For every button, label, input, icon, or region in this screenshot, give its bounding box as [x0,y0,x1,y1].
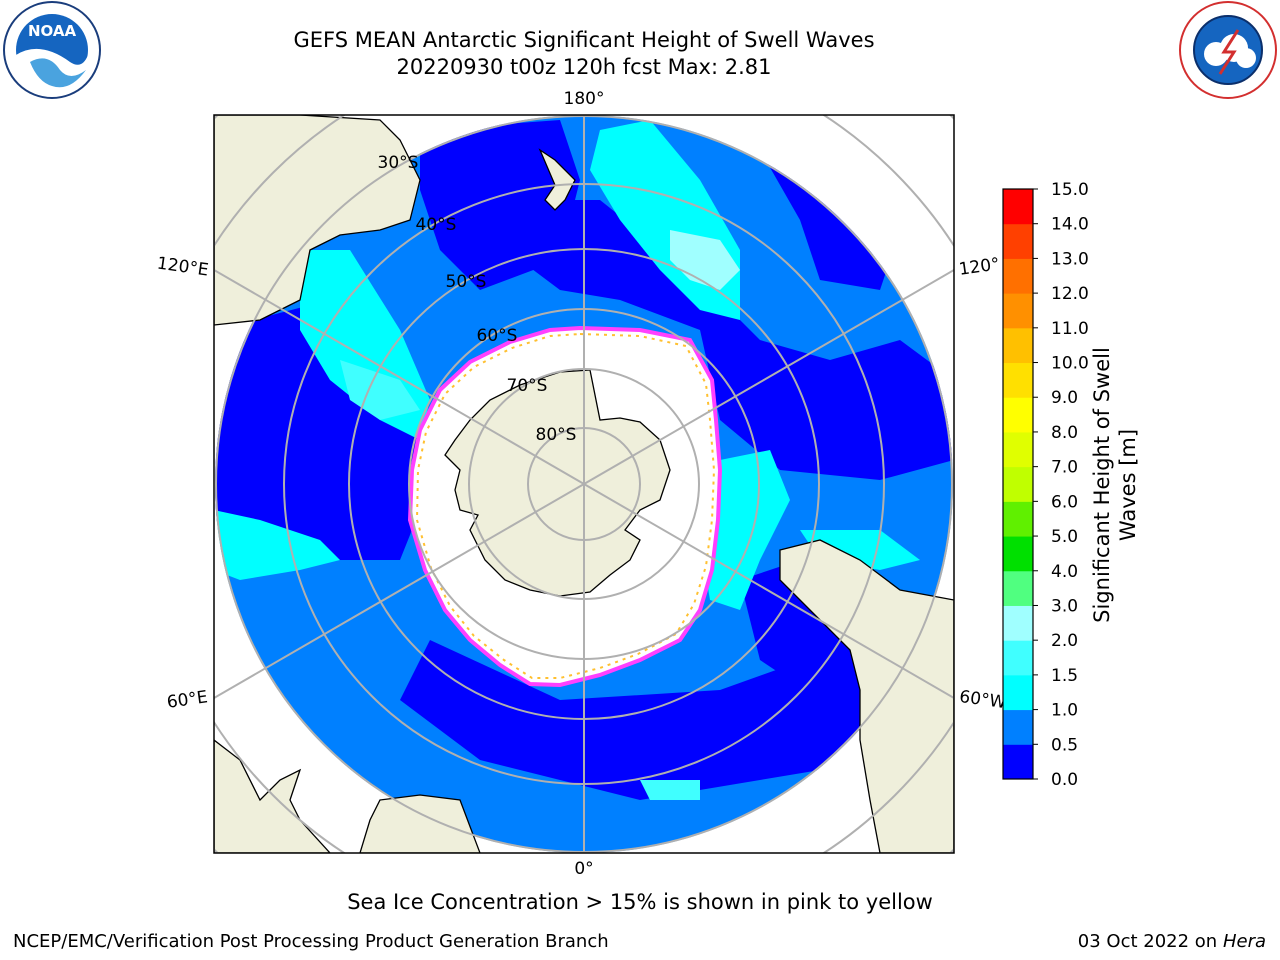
colorbar-tick-label: 1.5 [1051,666,1078,686]
colorbar-tick-label: 2.0 [1051,631,1078,651]
colorbar-tick-label: 13.0 [1051,249,1089,269]
colorbar-tick-label: 15.0 [1051,180,1089,200]
colorbar-tick-label: 6.0 [1051,492,1078,512]
lat-label-60s: 60°S [477,326,518,346]
colorbar-frame [1002,188,1034,780]
lat-label-80s: 80°S [536,425,577,445]
lat-label-30s: 30°S [378,153,419,173]
lon-label-120e: 120°E [156,254,210,281]
colorbar-segment [1003,431,1033,468]
map-subtitle: 20220930 t00z 120h fcst Max: 2.81 [396,55,772,79]
colorbar-segment [1003,570,1033,606]
colorbar-tick-label: 0.0 [1051,770,1078,790]
colorbar-segment [1003,258,1033,294]
colorbar-segment [1003,501,1033,537]
lat-label-70s: 70°S [507,376,548,396]
lat-label-50s: 50°S [446,272,487,292]
lon-label-60w: 60°W [958,687,1007,713]
colorbar-tick-label: 14.0 [1051,215,1089,235]
colorbar-segment [1003,536,1033,572]
noaa-logo-text: NOAA [28,22,77,40]
colorbar-tick-label: 10.0 [1051,354,1089,374]
footer-credit: NCEP/EMC/Verification Post Processing Pr… [13,931,609,952]
colorbar-label: Significant Height of Swell Waves [m] [1090,347,1140,623]
footer-host: Hera [1222,931,1266,952]
colorbar-tick-label: 0.5 [1051,735,1078,755]
map-title: GEFS MEAN Antarctic Significant Height o… [293,28,875,52]
africa-landmass [214,739,331,853]
colorbar-tick-label: 9.0 [1051,388,1078,408]
colorbar-segment [1003,640,1033,676]
new-zealand-landmass [538,148,576,211]
noaa-logo: NOAA [3,1,101,99]
lat-label-40s: 40°S [416,215,457,235]
colorbar-segment [1003,674,1033,711]
nws-logo [1179,1,1277,99]
footer-date-text: 03 Oct 2022 on [1077,931,1223,952]
lon-label-180: 180° [564,89,605,109]
map-frame [213,114,955,854]
colorbar-tick-label: 12.0 [1051,284,1089,304]
colorbar-segment [1003,327,1033,364]
lon-label-60e: 60°E [166,687,209,712]
colorbar-segment [1003,223,1033,259]
graticule [214,115,954,853]
colorbar-segment [1003,744,1033,780]
australia-landmass [214,115,421,326]
colorbar-tick-label: 3.0 [1051,596,1078,616]
colorbar: 0.0 0.5 1.0 1.5 2.0 3.0 4.0 5.0 6.0 7.0 8.0 9.0 10.0… [1002,180,1089,790]
lon-label-120w: 120° [958,254,1001,280]
colorbar-tick-label: 5.0 [1051,527,1078,547]
colorbar-segment [1003,189,1033,225]
colorbar-segment [1003,362,1033,398]
colorbar-segment [1003,293,1033,329]
colorbar-segment [1003,397,1033,433]
colorbar-tick-label: 4.0 [1051,562,1078,582]
colorbar-tick-label: 8.0 [1051,423,1078,443]
map-area [214,115,954,853]
sea-ice-note: Sea Ice Concentration > 15% is shown in … [347,890,933,914]
colorbar-tick-label: 11.0 [1051,319,1089,339]
south-america-landmass [779,539,954,853]
footer-date: 03 Oct 2022 on Hera [1078,931,1266,952]
colorbar-segment [1003,466,1033,502]
colorbar-tick-label: 1.0 [1051,701,1078,721]
colorbar-segment [1003,709,1033,745]
colorbar-tick-label: 7.0 [1051,458,1078,478]
lon-label-0: 0° [574,859,593,879]
colorbar-segment [1003,605,1033,641]
